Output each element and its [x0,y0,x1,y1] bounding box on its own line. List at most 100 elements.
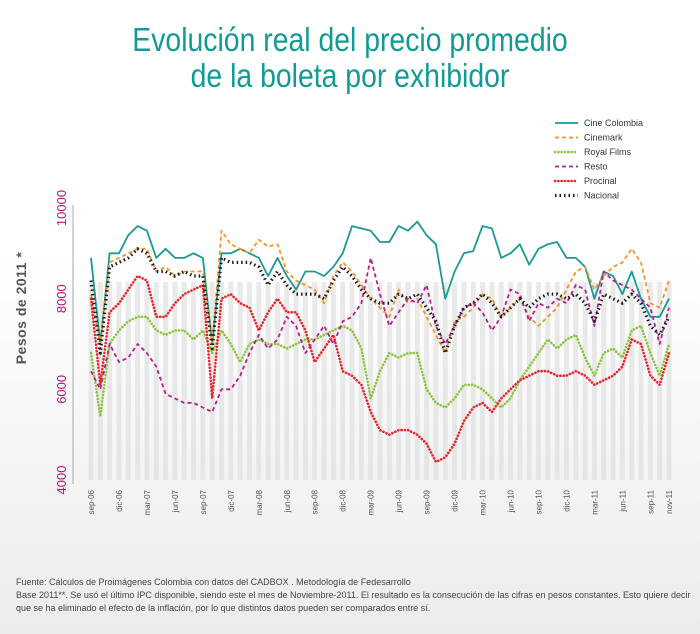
grid-stripe [219,282,225,480]
grid-stripe [228,282,234,480]
y-tick-label: 10000 [54,190,69,226]
grid-stripe [153,282,159,480]
grid-stripe [377,282,383,480]
grid-stripe [274,282,280,480]
grid-stripe [209,282,215,480]
x-tick-label: sep-09 [423,489,432,514]
grid-stripe [405,282,411,480]
grid-stripe [125,282,131,480]
grid-stripe [116,282,122,480]
grid-stripe [461,282,467,480]
grid-stripe [321,282,327,480]
x-tick-label: mar-10 [479,489,488,515]
grid-stripe [563,282,569,480]
grid-stripe [480,282,486,480]
legend-label-0: Cine Colombia [584,118,643,128]
grid-stripe [489,282,495,480]
grid-stripe [340,282,346,480]
grid-stripe [638,282,644,480]
x-tick-label: mar-07 [143,489,152,515]
title-line-2: de la boleta por exhibidor [190,57,510,94]
x-tick-label: dic-10 [562,489,571,511]
title-line-1: Evolución real del precio promedio [132,21,568,58]
x-tick-label: jun-08 [283,489,292,513]
grid-stripe [368,282,374,480]
footer-note-cont: que se ha eliminado el efecto de la infl… [16,603,431,613]
grid-stripe [535,282,541,480]
grid-stripe [256,282,262,480]
grid-stripe [284,282,290,480]
y-tick-label: 8000 [54,284,69,313]
grid-stripe [442,282,448,480]
series-line-0 [90,220,670,345]
legend-label-5: Nacional [584,191,619,201]
grid-stripe [545,282,551,480]
legend-label-4: Procinal [584,176,617,186]
grid-stripe [293,282,299,480]
grid-stripe [163,282,169,480]
grid-stripe [470,282,476,480]
grid-stripe [508,282,514,480]
grid-stripe [358,282,364,480]
footer-note: Base 2011**. Se usó el último IPC dispon… [16,590,691,600]
x-tick-label: dic-07 [227,489,236,511]
x-tick-label: mar-11 [590,489,599,514]
grid-stripe [610,282,616,480]
grid-stripe [433,282,439,480]
x-tick-label: jun-11 [618,489,627,512]
grid-stripe [591,282,597,480]
grid-stripe [246,282,252,480]
legend-label-3: Resto [584,162,608,172]
series-line-2 [89,315,671,418]
grid-stripe [181,282,187,480]
grid-stripe [330,282,336,480]
footer-source: Fuente: Cálculos de Proimágenes Colombia… [16,577,411,587]
grid-stripe [200,282,206,480]
x-tick-label: sep-07 [199,489,208,514]
grid-stripe [414,282,420,480]
grid-stripe [498,282,504,480]
grid-stripe [144,282,150,480]
grid-stripe [386,282,392,480]
x-tick-label: jun-09 [395,489,404,513]
x-tick-label: jun-07 [171,489,180,513]
grid-stripe [312,282,318,480]
footer-notes: Fuente: Cálculos de Proimágenes Colombia… [16,576,692,615]
grid-stripe [619,282,625,480]
grid-stripe [629,282,635,480]
grid-stripe [554,282,560,480]
grid-stripe [582,282,588,480]
x-tick-label: jun-10 [507,489,516,513]
grid-stripe [302,282,308,480]
legend-label-2: Royal Films [584,147,632,157]
grid-stripe [191,282,197,480]
x-tick-label: dic-06 [115,489,124,511]
x-tick-label: mar-09 [367,489,376,515]
x-tick-label: sep-06 [87,489,96,514]
grid-stripe [647,282,653,480]
grid-stripe [349,282,355,480]
grid-stripe [526,282,532,480]
grid-stripe [396,282,402,480]
grid-stripe [265,282,271,480]
grid-stripe [573,282,579,480]
x-tick-label: sep-10 [534,489,543,514]
x-tick-label: mar-08 [255,489,264,515]
series-line-3 [90,256,670,413]
grid-stripe [172,282,178,480]
x-tick-label: nov-11 [665,489,674,513]
series-line-4 [89,274,671,464]
series-line-5 [89,247,671,355]
grid-stripe [107,282,113,480]
x-tick-label: sep-08 [311,489,320,514]
legend-label-1: Cinemark [584,133,623,143]
y-tick-label: 4000 [54,466,69,495]
grid-stripe [135,282,141,480]
grid-stripe [424,282,430,480]
x-tick-label: dic-08 [339,489,348,511]
grid-stripe [452,282,458,480]
x-tick-label: sep-11 [646,489,655,513]
y-tick-label: 6000 [54,375,69,404]
grid-stripe [666,282,672,480]
